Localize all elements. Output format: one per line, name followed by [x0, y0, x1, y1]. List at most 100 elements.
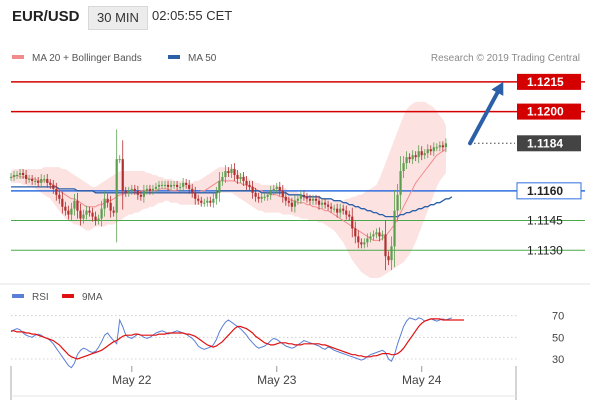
candle-body — [206, 200, 209, 203]
legend-swatch — [12, 294, 24, 298]
candle — [58, 189, 61, 204]
candle-body — [76, 200, 79, 211]
candle-body — [12, 174, 16, 177]
candle-body — [166, 184, 170, 187]
candle-body — [302, 194, 306, 197]
candle-body — [124, 190, 127, 193]
candle — [197, 194, 200, 205]
candle-body — [384, 234, 387, 257]
legend-swatch — [62, 294, 74, 298]
candle — [49, 178, 52, 189]
candle — [393, 189, 396, 268]
level-tag-box — [517, 135, 581, 152]
candle — [100, 200, 103, 227]
candle — [112, 206, 115, 217]
candle — [55, 182, 58, 201]
candle-body — [100, 208, 103, 219]
legend-swatch — [168, 55, 180, 59]
candle — [215, 186, 218, 205]
candle — [417, 145, 420, 164]
candle — [130, 184, 133, 195]
candle-body — [85, 210, 88, 215]
candle — [124, 186, 127, 197]
candle — [438, 141, 441, 152]
candle — [330, 202, 333, 213]
candle-body — [82, 214, 85, 219]
candle — [160, 180, 164, 189]
candle-body — [393, 210, 396, 247]
candle — [420, 146, 423, 161]
candle — [182, 177, 185, 192]
candle-body — [257, 196, 260, 199]
symbol-label: EUR/USD — [12, 8, 80, 25]
candle — [435, 143, 438, 152]
candle-body — [218, 180, 221, 193]
level-tag-label: 1.1160 — [527, 184, 563, 198]
candle-body — [182, 182, 185, 187]
candle-body — [118, 159, 121, 161]
candle — [254, 187, 257, 202]
candle — [179, 182, 182, 191]
candle-body — [396, 194, 399, 211]
candle-body — [127, 190, 130, 193]
candle — [290, 197, 293, 212]
candle — [118, 155, 121, 164]
candle — [79, 203, 82, 226]
candle — [40, 174, 43, 188]
candle-body — [342, 208, 345, 211]
candle-body — [320, 202, 324, 205]
candle — [441, 141, 444, 152]
candle — [209, 196, 212, 207]
candle-body — [408, 157, 411, 160]
candle-body — [251, 186, 254, 193]
candle-body — [176, 184, 179, 187]
candle — [384, 220, 387, 271]
candle — [381, 230, 384, 241]
candle-body — [390, 246, 393, 261]
candle — [230, 164, 233, 178]
candle — [278, 181, 281, 196]
candle-body — [15, 174, 19, 176]
candle — [320, 198, 324, 209]
candle-body — [25, 174, 28, 179]
candle-body — [411, 155, 414, 160]
candle-body — [151, 188, 155, 191]
candle-body — [88, 210, 91, 213]
candle-body — [91, 212, 94, 217]
candle-body — [103, 198, 106, 209]
candle — [121, 140, 124, 210]
candle-body — [426, 149, 429, 154]
candle-body — [55, 188, 58, 195]
candle-body — [366, 238, 369, 243]
candle — [88, 206, 91, 217]
candle-body — [263, 196, 266, 198]
candle-body — [28, 178, 31, 180]
candle — [157, 180, 161, 191]
candle-body — [405, 157, 408, 164]
candle — [61, 191, 64, 214]
candle-body — [420, 151, 423, 156]
candle-body — [233, 169, 236, 175]
candle-body — [215, 192, 218, 199]
candle — [91, 207, 94, 222]
candle-body — [160, 184, 164, 186]
candle — [336, 203, 339, 218]
candle-body — [369, 236, 372, 239]
candle — [142, 184, 145, 203]
legend-label: 9MA — [82, 292, 103, 303]
candle — [154, 182, 158, 193]
candle — [272, 184, 275, 195]
level-tag-label: 1.1215 — [527, 75, 564, 89]
candle — [360, 238, 363, 249]
candle-body — [194, 192, 197, 199]
legend-swatch — [12, 55, 24, 59]
candle — [293, 194, 296, 213]
timeframe-badge[interactable]: 30 MIN — [88, 6, 148, 30]
candle-body — [61, 198, 64, 207]
candle-body — [327, 204, 330, 207]
candle-body — [296, 198, 299, 201]
candle-body — [188, 184, 191, 189]
x-tick-label: May 22 — [112, 373, 152, 387]
candle-body — [360, 242, 363, 245]
candle-body — [284, 196, 287, 201]
